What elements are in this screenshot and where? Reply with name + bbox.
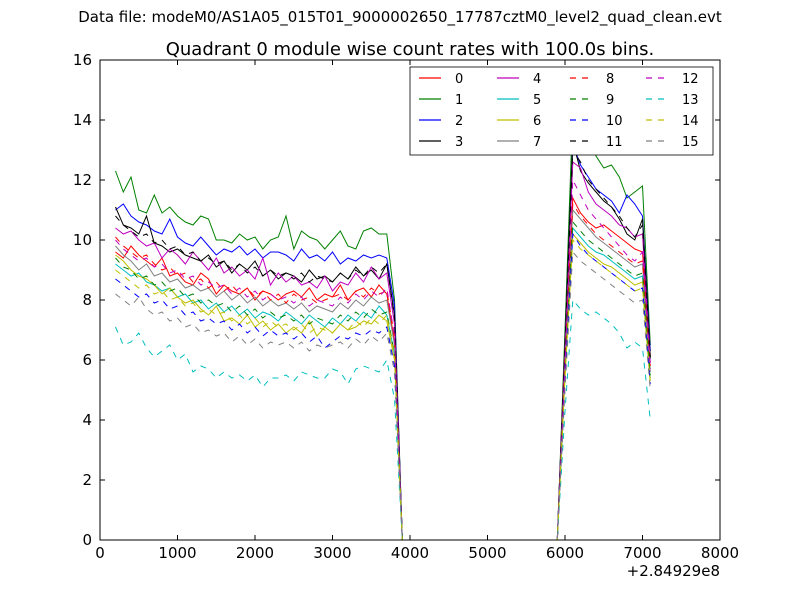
x-offset-label: +2.84929e8 xyxy=(627,562,720,580)
series-line-1 xyxy=(115,110,651,540)
series-line-13 xyxy=(115,298,651,540)
y-tick-label: 14 xyxy=(73,111,92,129)
legend-label-13: 13 xyxy=(682,93,699,108)
x-tick-label: 6000 xyxy=(546,544,584,562)
plot-area xyxy=(115,110,651,540)
x-tick-label: 7000 xyxy=(623,544,661,562)
x-tick-label: 8000 xyxy=(701,544,739,562)
legend-label-9: 9 xyxy=(606,93,614,108)
series-line-0 xyxy=(115,196,651,540)
x-tick-label: 2000 xyxy=(236,544,274,562)
x-tick-label: 4000 xyxy=(391,544,429,562)
legend-label-4: 4 xyxy=(533,72,541,87)
x-tick-label: 3000 xyxy=(313,544,351,562)
legend-box xyxy=(409,66,714,156)
axes: 0 1000 2000 3000 4000 5000 6000 7000 80000246810… xyxy=(73,51,739,562)
series-line-11 xyxy=(115,148,651,540)
legend-label-10: 10 xyxy=(606,114,623,129)
series-line-5 xyxy=(115,226,651,540)
y-tick-label: 10 xyxy=(73,231,92,249)
legend-label-12: 12 xyxy=(682,72,699,87)
legend-label-14: 14 xyxy=(682,114,699,129)
series-line-14 xyxy=(115,238,651,540)
legend-label-11: 11 xyxy=(606,135,623,150)
legend-label-1: 1 xyxy=(455,93,463,108)
series-line-12 xyxy=(115,178,651,540)
figure-suptitle: Data file: modeM0/AS1A05_015T01_90000026… xyxy=(78,8,722,26)
series-line-15 xyxy=(115,250,651,540)
y-tick-label: 12 xyxy=(73,171,92,189)
legend-label-0: 0 xyxy=(455,72,463,87)
x-tick-label: 5000 xyxy=(468,544,506,562)
legend-label-15: 15 xyxy=(682,135,699,150)
y-tick-label: 8 xyxy=(82,291,92,309)
legend-label-7: 7 xyxy=(533,135,541,150)
y-tick-label: 2 xyxy=(82,471,92,489)
y-tick-label: 0 xyxy=(82,531,92,549)
y-tick-label: 4 xyxy=(82,411,92,429)
x-tick-label: 0 xyxy=(95,544,105,562)
y-tick-label: 6 xyxy=(82,351,92,369)
x-tick-label: 1000 xyxy=(158,544,196,562)
y-tick-label: 16 xyxy=(73,51,92,69)
chart-title: Quadrant 0 module wise count rates with … xyxy=(166,39,655,60)
legend-label-8: 8 xyxy=(606,72,614,87)
legend-label-5: 5 xyxy=(533,93,541,108)
legend-label-6: 6 xyxy=(533,114,541,129)
legend-label-2: 2 xyxy=(455,114,463,129)
legend-label-3: 3 xyxy=(455,135,463,150)
